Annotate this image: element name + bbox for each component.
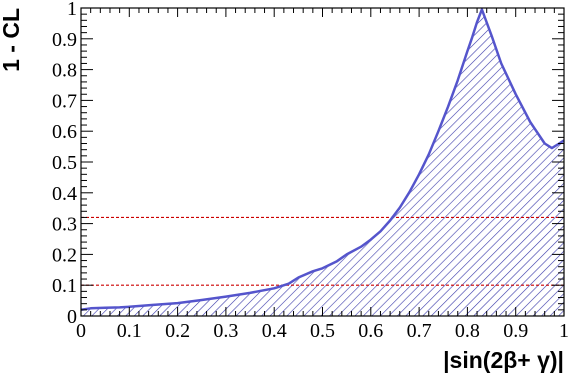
y-tick-label: 0.1 (52, 275, 77, 297)
x-tick-label: 0.4 (262, 320, 287, 342)
x-tick-label: 0.2 (165, 320, 190, 342)
x-tick-label: 0 (76, 320, 86, 342)
y-tick-label: 0.9 (52, 29, 77, 51)
x-tick-label: 0.6 (358, 320, 383, 342)
x-tick-label: 0.1 (117, 320, 142, 342)
y-tick-label: 0.4 (52, 183, 77, 205)
y-tick-label: 0.8 (52, 60, 77, 82)
x-axis-title: |sin(2β+ γ)| (443, 347, 564, 373)
cl-curve (81, 8, 564, 312)
y-tick-label: 0.6 (52, 121, 77, 143)
y-tick-label: 0.3 (52, 214, 77, 236)
x-tick-label: 1 (559, 320, 569, 342)
x-tick-label: 0.3 (213, 320, 238, 342)
y-tick-label: 0.5 (52, 152, 77, 174)
y-tick-label: 0 (67, 306, 77, 328)
x-tick-label: 0.8 (455, 320, 480, 342)
y-tick-label: 0.2 (52, 244, 77, 266)
x-tick-label: 0.5 (310, 320, 335, 342)
y-tick-label: 0.7 (52, 90, 77, 112)
hatched-area (81, 9, 564, 316)
y-axis-title: 1 - CL (0, 8, 24, 72)
y-tick-label: 1 (67, 0, 77, 20)
x-tick-label: 0.9 (503, 320, 528, 342)
x-tick-label: 0.7 (407, 320, 432, 342)
